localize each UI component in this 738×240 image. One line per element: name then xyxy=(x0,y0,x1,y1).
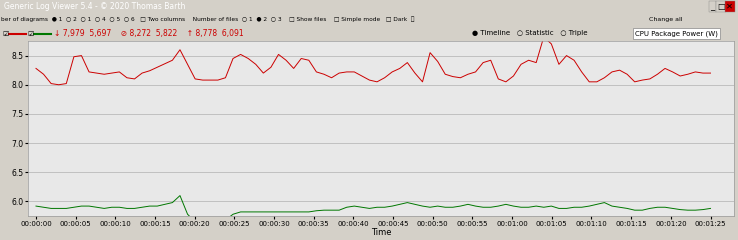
Text: ↓ 7,979  5,697    ⊘ 8,272  5,822    ↑ 8,778  6,091: ↓ 7,979 5,697 ⊘ 8,272 5,822 ↑ 8,778 6,09… xyxy=(54,29,244,38)
Text: □: □ xyxy=(717,2,725,11)
Text: ✕: ✕ xyxy=(726,2,734,11)
Text: ● Timeline   ○ Statistic   ○ Triple: ● Timeline ○ Statistic ○ Triple xyxy=(472,30,588,36)
Text: ☑: ☑ xyxy=(27,30,33,36)
Text: ☑: ☑ xyxy=(2,30,8,36)
Text: ber of diagrams  ● 1  ○ 2  ○ 1  ○ 4  ○ 5  ○ 6   □ Two columns    Number of files: ber of diagrams ● 1 ○ 2 ○ 1 ○ 4 ○ 5 ○ 6 … xyxy=(1,17,415,22)
Text: CPU Package Power (W): CPU Package Power (W) xyxy=(635,30,717,37)
X-axis label: Time: Time xyxy=(371,228,391,237)
Text: Change all: Change all xyxy=(649,17,683,22)
Text: _: _ xyxy=(710,2,714,11)
Text: Generic Log Viewer 5.4 - © 2020 Thomas Barth: Generic Log Viewer 5.4 - © 2020 Thomas B… xyxy=(4,2,185,11)
